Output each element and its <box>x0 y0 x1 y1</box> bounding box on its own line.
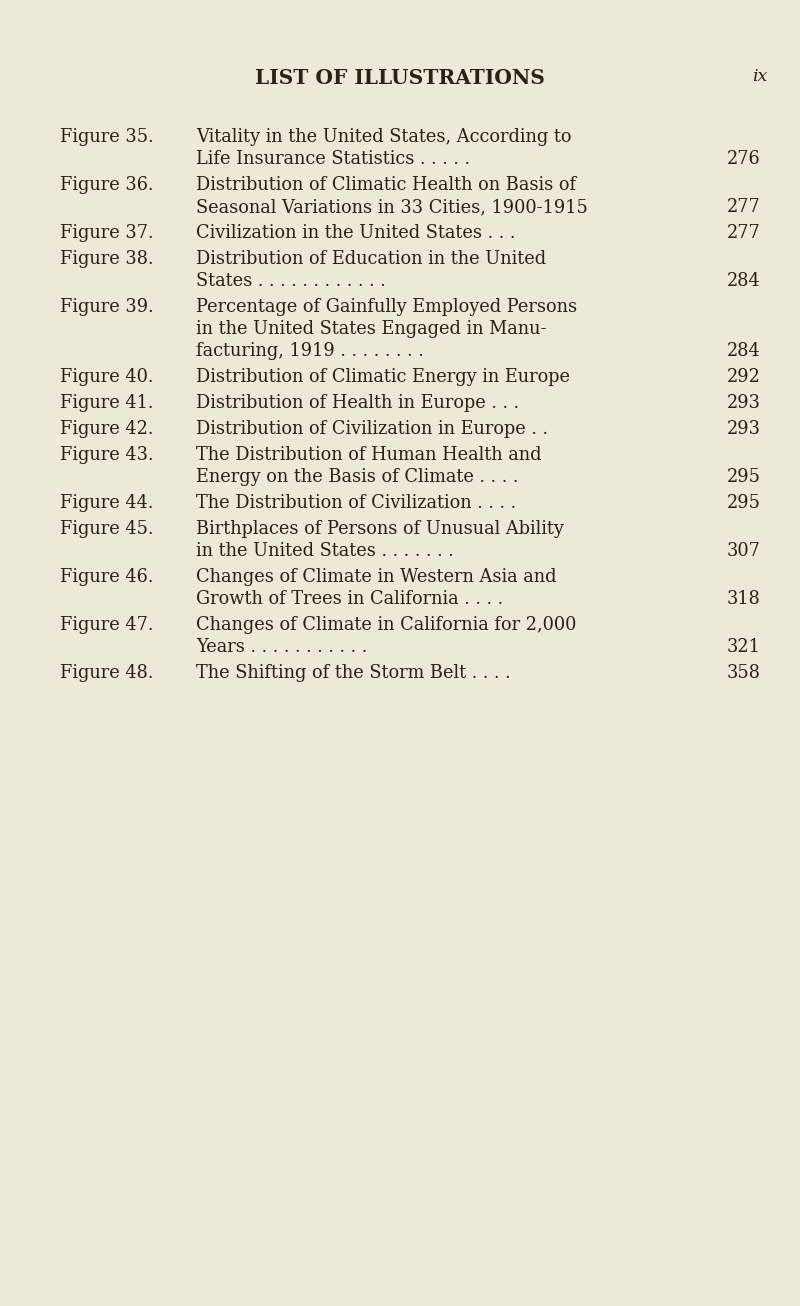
Text: Years . . . . . . . . . . .: Years . . . . . . . . . . . <box>196 639 367 656</box>
Text: Figure 48.: Figure 48. <box>60 663 154 682</box>
Text: LIST OF ILLUSTRATIONS: LIST OF ILLUSTRATIONS <box>255 68 545 88</box>
Text: Figure 45.: Figure 45. <box>60 520 154 538</box>
Text: Growth of Trees in California . . . .: Growth of Trees in California . . . . <box>196 590 503 609</box>
Text: Distribution of Civilization in Europe . .: Distribution of Civilization in Europe .… <box>196 421 548 438</box>
Text: Distribution of Climatic Energy in Europe: Distribution of Climatic Energy in Europ… <box>196 368 570 387</box>
Text: Distribution of Education in the United: Distribution of Education in the United <box>196 249 546 268</box>
Text: Percentage of Gainfully Employed Persons: Percentage of Gainfully Employed Persons <box>196 298 577 316</box>
Text: States . . . . . . . . . . . .: States . . . . . . . . . . . . <box>196 272 386 290</box>
Text: 295: 295 <box>726 468 760 486</box>
Text: The Distribution of Civilization . . . .: The Distribution of Civilization . . . . <box>196 494 516 512</box>
Text: Figure 36.: Figure 36. <box>60 176 154 195</box>
Text: Figure 41.: Figure 41. <box>60 394 154 411</box>
Text: ix: ix <box>752 68 767 85</box>
Text: 318: 318 <box>726 590 760 609</box>
Text: Distribution of Climatic Health on Basis of: Distribution of Climatic Health on Basis… <box>196 176 576 195</box>
Text: Figure 43.: Figure 43. <box>60 447 154 464</box>
Text: 284: 284 <box>726 272 760 290</box>
Text: Changes of Climate in Western Asia and: Changes of Climate in Western Asia and <box>196 568 557 586</box>
Text: 293: 293 <box>726 394 760 411</box>
Text: Figure 39.: Figure 39. <box>60 298 154 316</box>
Text: Figure 47.: Figure 47. <box>60 616 154 633</box>
Text: Vitality in the United States, According to: Vitality in the United States, According… <box>196 128 571 146</box>
Text: Changes of Climate in California for 2,000: Changes of Climate in California for 2,0… <box>196 616 576 633</box>
Text: Figure 44.: Figure 44. <box>60 494 154 512</box>
Text: Seasonal Variations in 33 Cities, 1900-1915: Seasonal Variations in 33 Cities, 1900-1… <box>196 199 588 215</box>
Text: 358: 358 <box>726 663 760 682</box>
Text: 293: 293 <box>726 421 760 438</box>
Text: The Shifting of the Storm Belt . . . .: The Shifting of the Storm Belt . . . . <box>196 663 510 682</box>
Text: Figure 40.: Figure 40. <box>60 368 154 387</box>
Text: Distribution of Health in Europe . . .: Distribution of Health in Europe . . . <box>196 394 519 411</box>
Text: Figure 38.: Figure 38. <box>60 249 154 268</box>
Text: 295: 295 <box>726 494 760 512</box>
Text: Birthplaces of Persons of Unusual Ability: Birthplaces of Persons of Unusual Abilit… <box>196 520 564 538</box>
Text: 277: 277 <box>726 199 760 215</box>
Text: facturing, 1919 . . . . . . . .: facturing, 1919 . . . . . . . . <box>196 342 424 360</box>
Text: 307: 307 <box>726 542 760 560</box>
Text: 276: 276 <box>726 150 760 168</box>
Text: Energy on the Basis of Climate . . . .: Energy on the Basis of Climate . . . . <box>196 468 518 486</box>
Text: 292: 292 <box>726 368 760 387</box>
Text: 321: 321 <box>726 639 760 656</box>
Text: Figure 42.: Figure 42. <box>60 421 154 438</box>
Text: 284: 284 <box>726 342 760 360</box>
Text: Figure 37.: Figure 37. <box>60 225 154 242</box>
Text: in the United States . . . . . . .: in the United States . . . . . . . <box>196 542 454 560</box>
Text: 277: 277 <box>726 225 760 242</box>
Text: Figure 35.: Figure 35. <box>60 128 154 146</box>
Text: in the United States Engaged in Manu-: in the United States Engaged in Manu- <box>196 320 546 338</box>
Text: Life Insurance Statistics . . . . .: Life Insurance Statistics . . . . . <box>196 150 470 168</box>
Text: Figure 46.: Figure 46. <box>60 568 154 586</box>
Text: The Distribution of Human Health and: The Distribution of Human Health and <box>196 447 542 464</box>
Text: Civilization in the United States . . .: Civilization in the United States . . . <box>196 225 515 242</box>
